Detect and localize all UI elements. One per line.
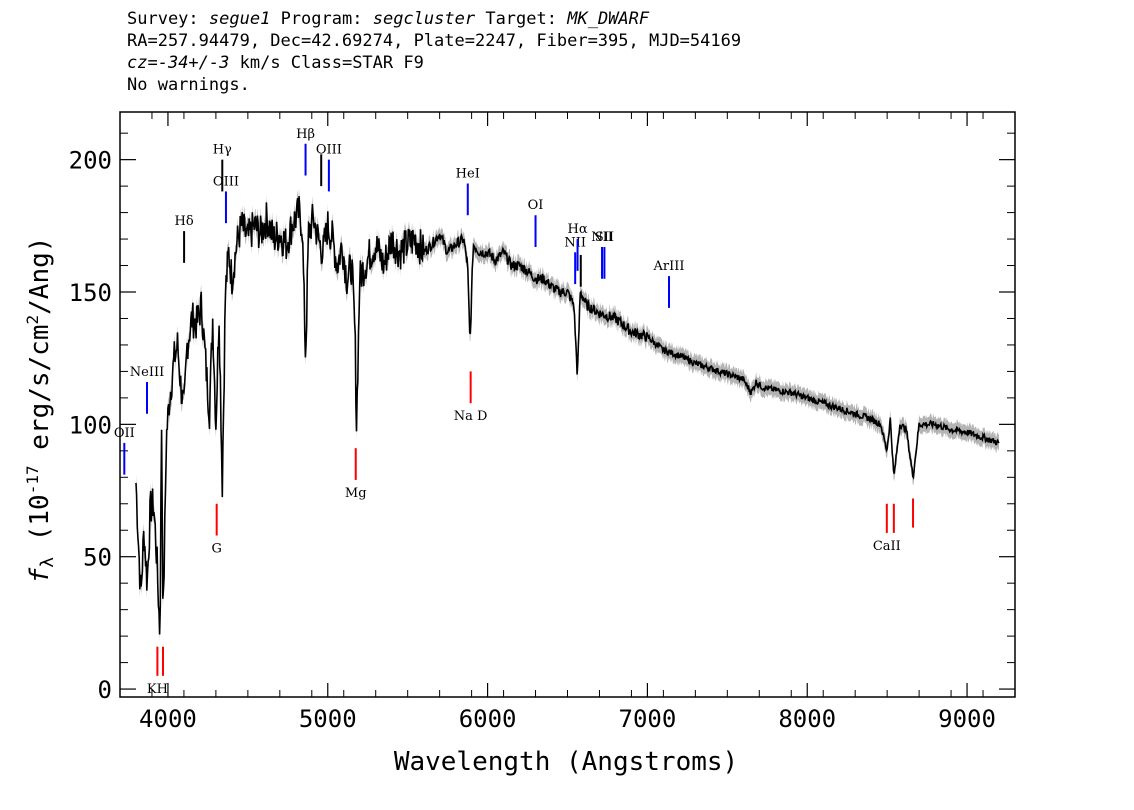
x-tick-label: 8000 [778, 705, 836, 733]
survey-value: segue1 [208, 9, 271, 29]
y-tick-label: 50 [83, 544, 112, 572]
x-tick-label: 4000 [139, 705, 197, 733]
target-value: MK_DWARF [567, 9, 650, 29]
line-label: Mg [345, 486, 367, 501]
line-label: OI [528, 198, 544, 213]
y-axis-title-main: (10 [25, 494, 55, 557]
header-line-survey: Survey: segue1 Program: segcluster Targe… [127, 8, 741, 30]
line-label: G [211, 542, 221, 557]
line-label: NeIII [130, 365, 164, 380]
y-tick-label: 0 [98, 676, 112, 704]
line-label: Hα [568, 222, 588, 237]
spectrum-line [135, 196, 1000, 635]
spectrum-group [135, 188, 1000, 643]
line-label: OIII [316, 143, 342, 158]
line-label: SII [595, 230, 614, 245]
line-label: Hβ [296, 127, 315, 142]
cz-value: -34+/-3 [157, 53, 230, 73]
line-label: Hδ [175, 214, 194, 229]
line-label: NII [564, 235, 586, 250]
y-axis-title-exp: -17 [23, 465, 42, 494]
line-label: HeI [456, 166, 480, 181]
y-axis-title-mid: erg/s/cm [25, 325, 55, 466]
y-axis-title-exp2: 2 [23, 315, 42, 325]
header-line-coords: RA=257.94479, Dec=42.69274, Plate=2247, … [127, 31, 742, 51]
line-label: OII [114, 426, 135, 441]
y-tick-label: 150 [69, 279, 112, 307]
line-label: Hγ [213, 143, 232, 158]
plot-frame [119, 111, 1016, 698]
y-tick-label: 200 [69, 147, 112, 175]
y-axis-title-end: /Ang) [25, 237, 55, 315]
x-tick-label: 5000 [299, 705, 357, 733]
spectrum-header: Survey: segue1 Program: segcluster Targe… [127, 8, 741, 96]
line-label: Na D [454, 409, 488, 424]
class-text: km/s Class=STAR F9 [229, 53, 424, 73]
line-label: OIII [213, 174, 239, 189]
line-label: NII [591, 230, 613, 245]
program-value: segcluster [372, 9, 476, 29]
line-label: KH [147, 682, 168, 697]
target-label: Target: [485, 9, 557, 29]
y-axis-title-f: f [25, 567, 55, 583]
plot-frame-group: 4000 5000 6000 7000 8000 9000 0 50 100 150 200 [69, 111, 1016, 733]
x-tick-label: 7000 [619, 705, 677, 733]
header-line-warnings: No warnings. [127, 75, 250, 95]
program-label: Program: [280, 9, 363, 29]
line-label: ArIII [652, 259, 684, 274]
line-label: CaII [873, 539, 901, 554]
x-tick-label: 6000 [459, 705, 517, 733]
cz-label: cz= [127, 53, 158, 73]
header-line-redshift: cz=-34+/-3 km/s Class=STAR F9 [127, 52, 741, 74]
survey-label: Survey: [127, 9, 199, 29]
y-axis-title-sub: λ [37, 557, 58, 568]
x-tick-label: 9000 [938, 705, 996, 733]
spectrum-error-band [136, 188, 999, 643]
y-tick-label: 100 [69, 411, 112, 439]
y-axis-title: fλ (10-17 erg/s/cm2/Ang) [23, 237, 58, 584]
axis-labels-group: Wavelength (Angstroms) fλ (10-17 erg/s/c… [23, 237, 738, 777]
x-axis-title: Wavelength (Angstroms) [394, 747, 738, 777]
